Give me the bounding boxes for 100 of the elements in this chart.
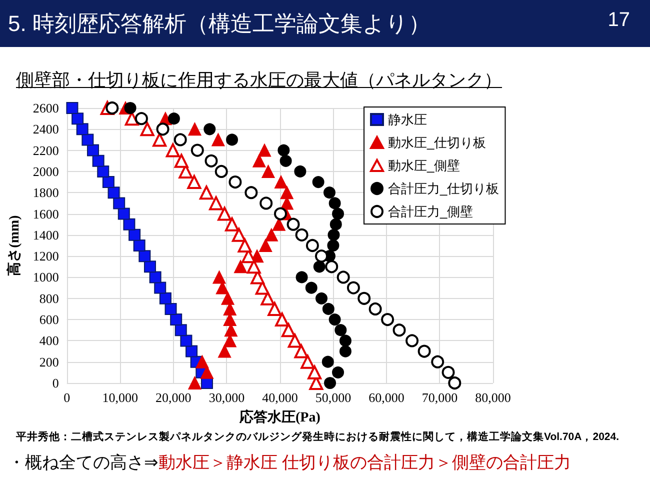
- point: [288, 334, 302, 348]
- point: [268, 302, 282, 316]
- point: [124, 112, 139, 126]
- point: [315, 250, 328, 263]
- chart-subtitle: 側壁部・仕切り板に作用する水圧の最大値（パネルタンク）: [16, 69, 502, 92]
- legend-label: 合計圧力_仕切り板: [388, 181, 500, 196]
- point: [123, 218, 136, 230]
- point: [232, 228, 246, 242]
- y-tick-label: 1400: [32, 227, 59, 242]
- point: [234, 260, 248, 274]
- point: [295, 228, 308, 242]
- point: [174, 324, 187, 336]
- point: [76, 123, 88, 136]
- y-tick-label: 2200: [32, 142, 59, 158]
- point: [214, 164, 228, 178]
- point: [164, 302, 177, 315]
- point: [138, 250, 151, 262]
- point: [300, 354, 315, 369]
- legend-label: 静水圧: [388, 112, 427, 127]
- point: [221, 292, 234, 305]
- point: [133, 240, 146, 252]
- point: [92, 154, 104, 167]
- point: [128, 228, 141, 241]
- point: [180, 334, 192, 347]
- point: [305, 282, 318, 294]
- point: [328, 197, 341, 210]
- point: [272, 218, 286, 231]
- y-tick-label: 600: [39, 312, 59, 328]
- point: [339, 334, 352, 347]
- legend-label: 動水圧_仕切り板: [388, 135, 486, 150]
- point: [323, 186, 336, 199]
- point: [313, 260, 326, 273]
- y-tick-label: 1000: [32, 270, 59, 285]
- y-tick-label: 1800: [32, 185, 59, 200]
- point: [102, 176, 114, 188]
- point: [156, 122, 170, 136]
- point: [106, 102, 119, 114]
- point: [334, 324, 347, 336]
- point: [212, 270, 226, 284]
- y-tick-label: 2600: [32, 100, 59, 116]
- point: [82, 134, 94, 146]
- point: [170, 314, 182, 326]
- point: [442, 366, 455, 379]
- point: [418, 344, 431, 358]
- point: [228, 176, 242, 189]
- point: [72, 112, 84, 125]
- y-tick-label: 0: [52, 376, 59, 390]
- x-tick-label: 70,000: [422, 390, 458, 405]
- legend-label: 合計圧力_側壁: [388, 204, 474, 219]
- x-tick-label: 30,000: [208, 390, 245, 405]
- legend-label: 動水圧_側壁: [388, 158, 460, 173]
- point: [252, 154, 266, 168]
- point: [339, 345, 352, 358]
- point: [134, 112, 148, 126]
- point: [332, 366, 344, 378]
- y-tick-label: 200: [39, 354, 59, 370]
- text: 平井秀他：二槽式ステンレス製パネルタンクのバルジング発生時における耐震性に関して，構造工学論文集Vol.70A，2024.: [16, 430, 620, 444]
- y-tick-label: 800: [39, 290, 59, 306]
- point: [154, 282, 166, 294]
- point: [332, 208, 344, 220]
- point: [226, 134, 238, 146]
- point: [327, 240, 340, 252]
- point: [144, 260, 156, 273]
- point: [190, 144, 204, 157]
- point: [306, 239, 319, 252]
- point: [108, 186, 120, 199]
- x-tick-label: 0: [64, 390, 70, 405]
- point: [431, 355, 444, 368]
- point: [196, 355, 209, 368]
- point: [368, 302, 382, 316]
- point: [238, 238, 252, 252]
- x-tick-label: 50,000: [315, 390, 352, 405]
- point: [140, 122, 154, 136]
- point: [406, 334, 419, 348]
- point: [187, 175, 202, 190]
- text: ・概ね全ての高さ⇒: [8, 453, 158, 472]
- y-tick-label: 2000: [32, 164, 59, 179]
- x-tick-label: 20,000: [156, 390, 192, 405]
- point: [118, 208, 130, 220]
- point: [152, 132, 167, 147]
- point: [281, 323, 296, 338]
- point: [278, 144, 290, 156]
- point: [66, 102, 78, 114]
- point: [188, 122, 202, 136]
- point: [294, 344, 308, 358]
- point: [166, 143, 180, 158]
- point: [322, 356, 334, 368]
- y-axis-title: 高さ(mm): [6, 214, 22, 276]
- point: [324, 377, 336, 389]
- point: [186, 345, 198, 358]
- point: [280, 186, 294, 200]
- point: [87, 144, 99, 156]
- y-tick-label: 1200: [32, 248, 59, 264]
- point: [274, 207, 287, 220]
- point: [294, 165, 306, 178]
- x-tick-label: 80,000: [475, 390, 511, 405]
- text: 17: [608, 9, 630, 32]
- point: [286, 218, 300, 231]
- x-tick-label: 60,000: [368, 390, 404, 405]
- point: [244, 186, 258, 200]
